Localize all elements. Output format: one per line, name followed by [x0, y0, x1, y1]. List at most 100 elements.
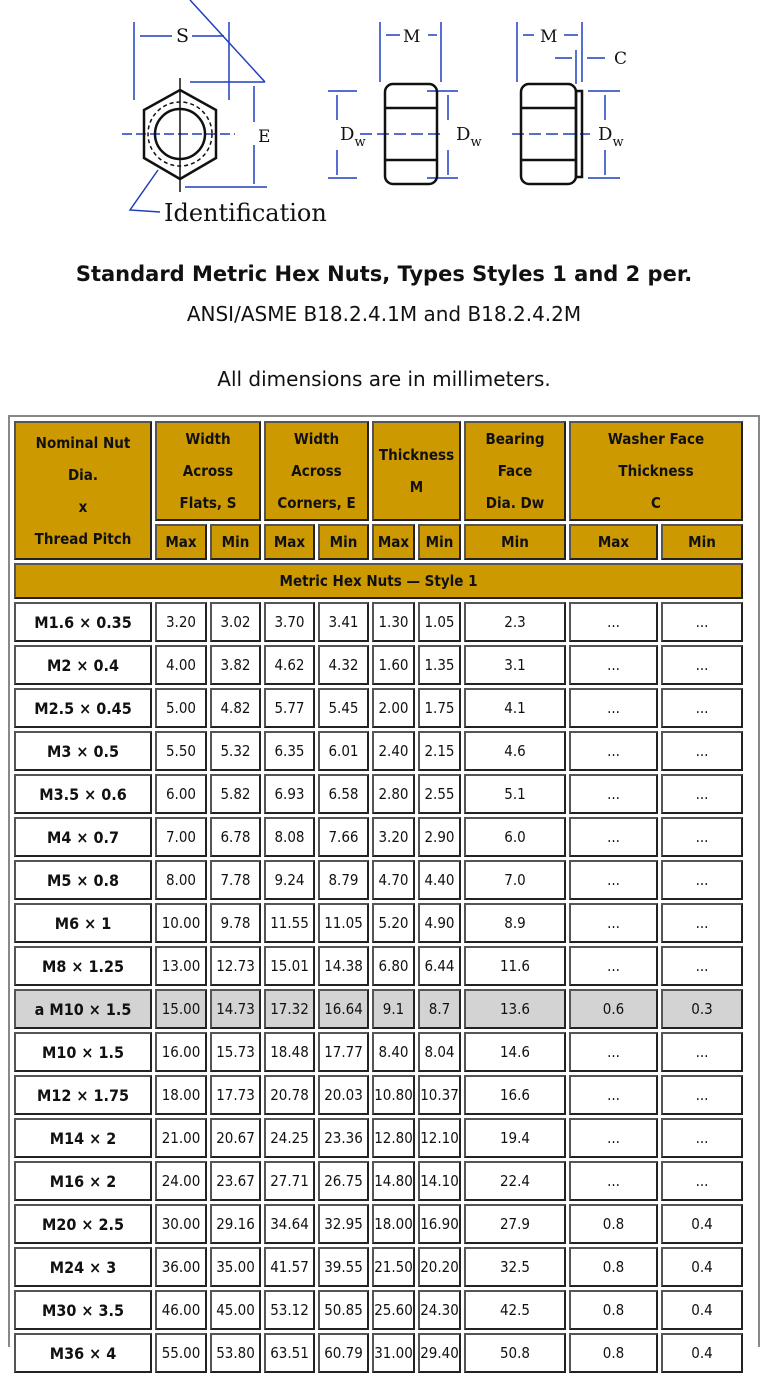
- header-line: Width: [293, 430, 340, 448]
- label-c: C: [614, 49, 627, 69]
- dimension-cell: 6.93: [264, 774, 315, 814]
- dimension-cell: 3.41: [318, 602, 369, 642]
- dimension-cell: 29.40: [418, 1333, 461, 1373]
- dimension-cell: 1.30: [372, 602, 415, 642]
- dimension-cell: 50.85: [318, 1290, 369, 1330]
- dimension-cell: 8.79: [318, 860, 369, 900]
- dimension-cell: 7.00: [155, 817, 207, 857]
- dimension-cell: 17.77: [318, 1032, 369, 1072]
- dimension-cell: ...: [661, 946, 743, 986]
- dimension-cell: 24.00: [155, 1161, 207, 1201]
- nut-size: M8 × 1.25: [14, 946, 152, 986]
- dimension-cell: 35.00: [210, 1247, 261, 1287]
- dimension-cell: 6.44: [418, 946, 461, 986]
- subheader-min: Min: [661, 524, 743, 560]
- dimension-cell: 5.1: [464, 774, 566, 814]
- header-line: Face: [497, 462, 533, 480]
- dimension-cell: 6.01: [318, 731, 369, 771]
- dimension-cell: ...: [569, 1032, 658, 1072]
- dimension-cell: 53.12: [264, 1290, 315, 1330]
- nut-size: M5 × 0.8: [14, 860, 152, 900]
- dimension-cell: ...: [661, 860, 743, 900]
- dimension-cell: 13.6: [464, 989, 566, 1029]
- dimension-cell: ...: [569, 1161, 658, 1201]
- dimension-cell: 5.20: [372, 903, 415, 943]
- dimension-cell: 4.6: [464, 731, 566, 771]
- dimension-cell: 8.7: [418, 989, 461, 1029]
- dimension-cell: 4.1: [464, 688, 566, 728]
- nut-size: M30 × 3.5: [14, 1290, 152, 1330]
- dimension-cell: 3.20: [372, 817, 415, 857]
- table-row: M10 × 1.5 16.00 15.73 18.48 17.77 8.40 8.04 14.…: [14, 1032, 743, 1072]
- dimension-cell: 7.0: [464, 860, 566, 900]
- table-row: M2.5 × 0.45 5.00 4.82 5.77 5.45 2.00 1.75 4.1..…: [14, 688, 743, 728]
- dimension-cell: 11.6: [464, 946, 566, 986]
- dimension-cell: 12.80: [372, 1118, 415, 1158]
- dimension-cell: 5.45: [318, 688, 369, 728]
- header-line: Width: [185, 430, 231, 448]
- label-dw: Dw: [456, 124, 482, 150]
- table-row: M6 × 1 10.00 9.78 11.55 11.05 5.20 4.90 8.9....…: [14, 903, 743, 943]
- dimension-cell: 21.00: [155, 1118, 207, 1158]
- dimension-cell: 3.02: [210, 602, 261, 642]
- dimension-cell: 10.37: [418, 1075, 461, 1115]
- dimension-cell: 2.90: [418, 817, 461, 857]
- dimension-cell: 17.73: [210, 1075, 261, 1115]
- dimension-cell: ...: [569, 645, 658, 685]
- table-row: M2 × 0.4 4.00 3.82 4.62 4.32 1.60 1.35 3.1.....…: [14, 645, 743, 685]
- dimension-cell: 31.00: [372, 1333, 415, 1373]
- dimension-cell: 0.8: [569, 1333, 658, 1373]
- dimension-cell: 13.00: [155, 946, 207, 986]
- dimension-cell: 16.6: [464, 1075, 566, 1115]
- dimension-cell: 34.64: [264, 1204, 315, 1244]
- units-note: All dimensions are in millimeters.: [217, 367, 551, 391]
- dimension-cell: 5.00: [155, 688, 207, 728]
- nut-size: M3.5 × 0.6: [14, 774, 152, 814]
- header-line: Thread Pitch: [34, 529, 132, 548]
- dimension-cell: 63.51: [264, 1333, 315, 1373]
- header-thickness: Thickness M: [372, 421, 461, 521]
- dimension-cell: 6.0: [464, 817, 566, 857]
- dimension-cell: 4.62: [264, 645, 315, 685]
- header-bearing-face: Bearing Face Dia. Dw: [464, 421, 566, 521]
- dimension-cell: 1.60: [372, 645, 415, 685]
- dimension-cell: 60.79: [318, 1333, 369, 1373]
- dimension-cell: 29.16: [210, 1204, 261, 1244]
- nut-size: M2.5 × 0.45: [14, 688, 152, 728]
- dimension-cell: 3.1: [464, 645, 566, 685]
- dimension-cell: 24.30: [418, 1290, 461, 1330]
- dimension-cell: ...: [569, 1118, 658, 1158]
- table-row: M3.5 × 0.6 6.00 5.82 6.93 6.58 2.80 2.55 5.1...…: [14, 774, 743, 814]
- nut-size: a M10 × 1.5: [14, 989, 152, 1029]
- dimension-cell: 5.50: [155, 731, 207, 771]
- dimension-cell: 10.80: [372, 1075, 415, 1115]
- header-line: Thickness: [618, 462, 694, 480]
- dimension-cell: 4.90: [418, 903, 461, 943]
- dimension-cell: ...: [569, 903, 658, 943]
- dimension-cell: 15.73: [210, 1032, 261, 1072]
- dimension-cell: ...: [569, 946, 658, 986]
- table-row: M24 × 3 36.00 35.00 41.57 39.55 21.50 20.20 32.…: [14, 1247, 743, 1287]
- dimension-cell: 6.00: [155, 774, 207, 814]
- standard-reference: ANSI/ASME B18.2.4.1M and B18.2.4.2M: [186, 302, 582, 326]
- dimension-cell: 17.32: [264, 989, 315, 1029]
- nut-size: M3 × 0.5: [14, 731, 152, 771]
- dimension-cell: 5.77: [264, 688, 315, 728]
- dimension-cell: 26.75: [318, 1161, 369, 1201]
- nut-size: M20 × 2.5: [14, 1204, 152, 1244]
- dimension-cell: 8.04: [418, 1032, 461, 1072]
- dimension-cell: 12.10: [418, 1118, 461, 1158]
- dimension-cell: ...: [569, 1075, 658, 1115]
- table-row: M36 × 4 55.00 53.80 63.51 60.79 31.00 29.40 50.…: [14, 1333, 743, 1373]
- dimension-cell: 4.40: [418, 860, 461, 900]
- dimension-cell: 45.00: [210, 1290, 261, 1330]
- header-line: Bearing: [485, 430, 545, 448]
- subheader-max: Max: [569, 524, 658, 560]
- dimension-cell: 14.38: [318, 946, 369, 986]
- header-line: Flats, S: [179, 494, 237, 512]
- nut-size: M4 × 0.7: [14, 817, 152, 857]
- dimension-cell: 27.71: [264, 1161, 315, 1201]
- nut-size: M1.6 × 0.35: [14, 602, 152, 642]
- dimension-cell: 9.1: [372, 989, 415, 1029]
- dimension-cell: 14.6: [464, 1032, 566, 1072]
